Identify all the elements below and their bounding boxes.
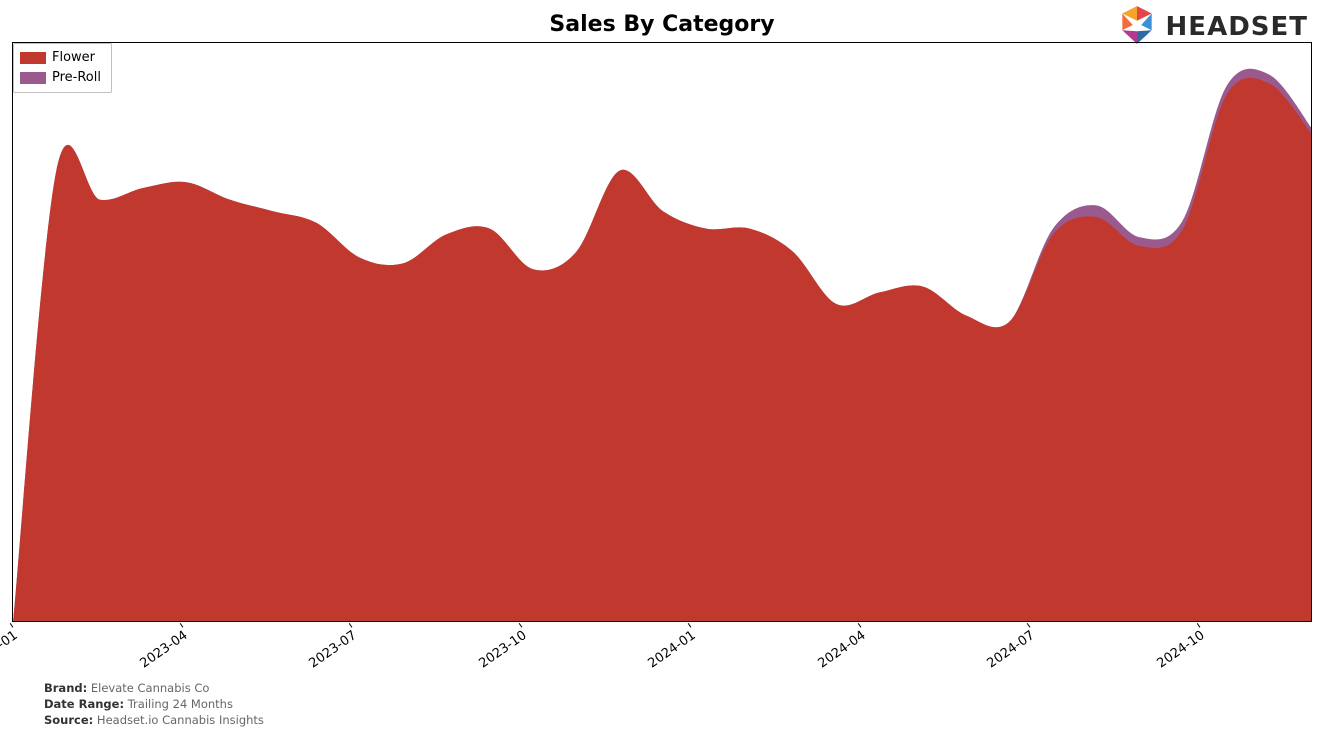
x-tick-label: 2024-10	[1154, 628, 1207, 671]
legend-item: Flower	[20, 48, 101, 68]
meta-brand-label: Brand:	[44, 681, 87, 695]
x-tick-label: 2023-04	[137, 628, 190, 671]
legend-item: Pre-Roll	[20, 68, 101, 88]
x-tick-label: 2023-01	[0, 628, 21, 671]
meta-source-label: Source:	[44, 713, 93, 727]
x-tick-label: 2023-07	[307, 628, 360, 671]
legend-label: Pre-Roll	[52, 68, 101, 88]
legend-label: Flower	[52, 48, 95, 68]
x-tick-label: 2024-04	[815, 628, 868, 671]
chart-legend: FlowerPre-Roll	[13, 43, 112, 93]
x-tick-label: 2024-07	[985, 628, 1038, 671]
legend-swatch	[20, 52, 46, 64]
x-tick-label: 2023-10	[476, 628, 529, 671]
meta-range-label: Date Range:	[44, 697, 124, 711]
x-tick-label: 2024-01	[646, 628, 699, 671]
meta-source-value: Headset.io Cannabis Insights	[97, 713, 264, 727]
area-chart	[12, 42, 1312, 622]
meta-range-value: Trailing 24 Months	[128, 697, 233, 711]
brand-logo-text: HEADSET	[1166, 12, 1308, 42]
chart-metadata: Brand: Elevate Cannabis Co Date Range: T…	[44, 680, 264, 728]
meta-brand-value: Elevate Cannabis Co	[91, 681, 210, 695]
legend-swatch	[20, 72, 46, 84]
x-axis: 2023-012023-042023-072023-102024-012024-…	[12, 622, 1312, 682]
